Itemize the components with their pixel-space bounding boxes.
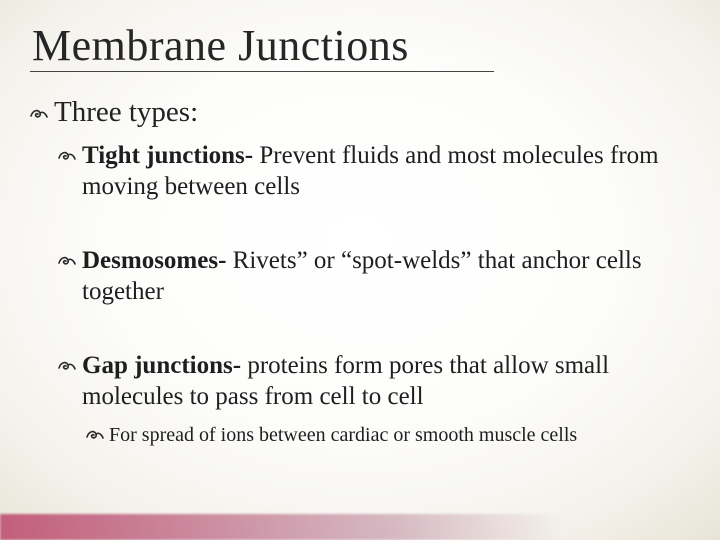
bullet-three-types: Three types: <box>30 96 198 129</box>
slide-title: Membrane Junctions <box>30 20 494 73</box>
title-underline <box>30 71 494 72</box>
bullet-icon <box>30 97 48 130</box>
decorative-bottom-band <box>0 514 720 540</box>
title-block: Membrane Junctions <box>30 20 494 72</box>
bullet-gap-junctions: Gap junctions- proteins form pores that … <box>58 350 680 413</box>
bullet-text: Tight junctions- Prevent fluids and most… <box>82 140 680 203</box>
bullet-text: Three types: <box>54 96 198 129</box>
bullet-gap-sub: For spread of ions between cardiac or sm… <box>86 422 680 448</box>
bullet-bold: Tight junctions- <box>82 142 253 169</box>
bullet-icon <box>58 141 76 171</box>
bullet-tight-junctions: Tight junctions- Prevent fluids and most… <box>58 140 680 203</box>
bullet-icon <box>58 246 76 276</box>
bullet-bold: Gap junctions- <box>82 352 241 379</box>
bullet-text: Gap junctions- proteins form pores that … <box>82 350 680 413</box>
bullet-text: Desmosomes- Rivets” or “spot-welds” that… <box>82 245 680 308</box>
bullet-desmosomes: Desmosomes- Rivets” or “spot-welds” that… <box>58 245 680 308</box>
slide: Membrane Junctions Three types: Tight ju… <box>0 0 720 540</box>
bullet-icon <box>86 423 104 446</box>
bullet-bold: Desmosomes- <box>82 247 226 274</box>
bullet-text: For spread of ions between cardiac or sm… <box>109 422 680 448</box>
bullet-icon <box>58 351 76 381</box>
